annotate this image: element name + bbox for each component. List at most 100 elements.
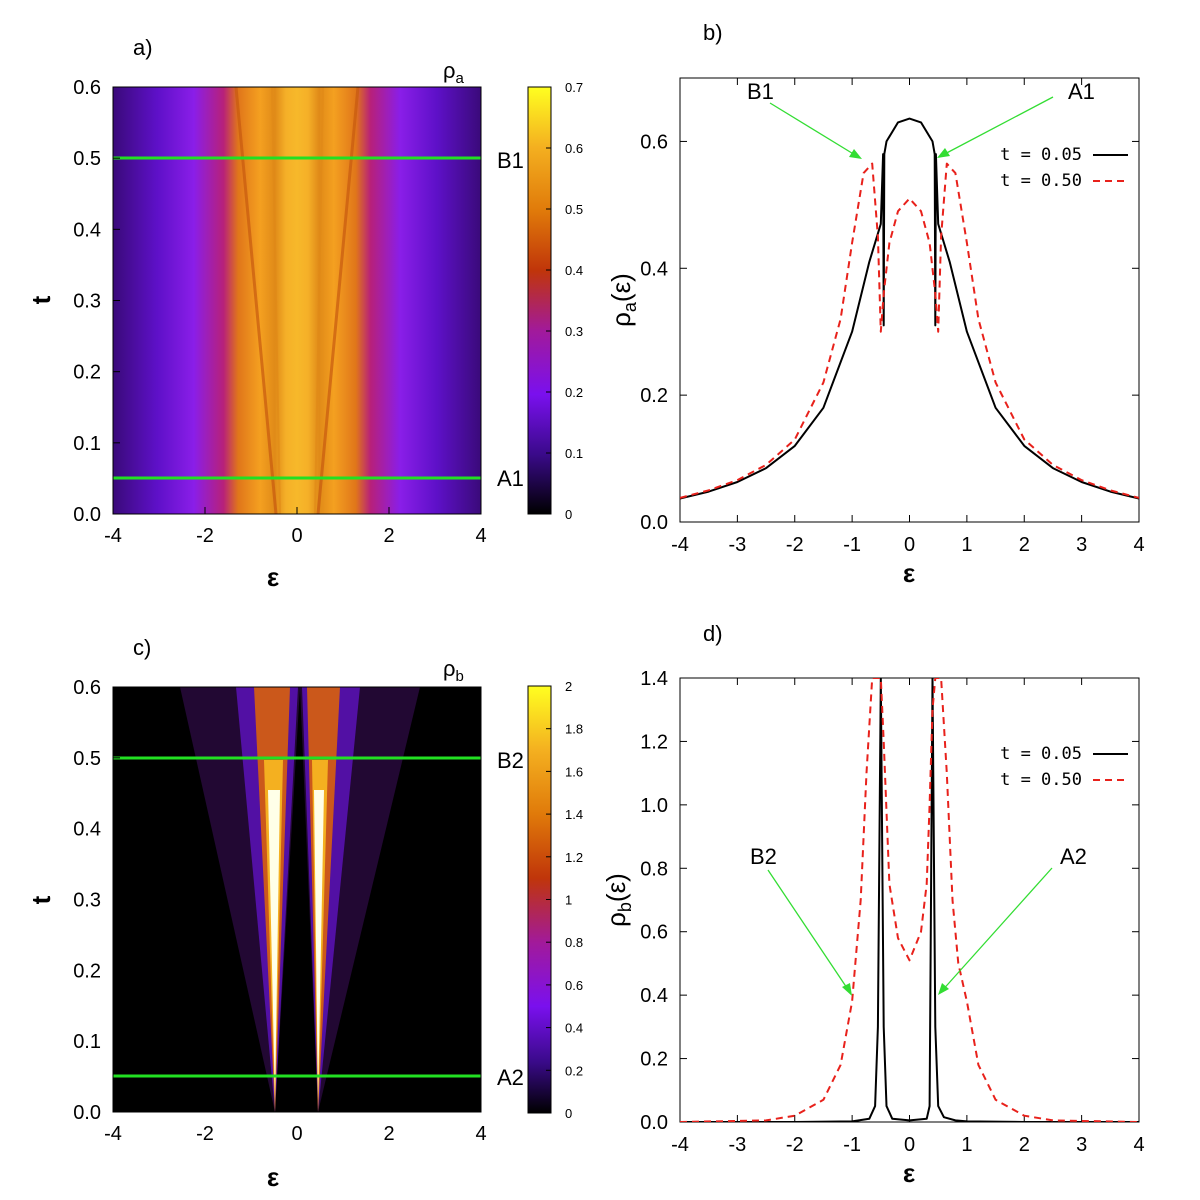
plot-d-ytick-label: 1.0 (640, 795, 668, 817)
heatmap-a-label-B1: B1 (497, 148, 524, 173)
heatmap-a-label-A1: A1 (497, 466, 524, 491)
heatmap-c-ytick-label: 0.1 (73, 1031, 101, 1053)
plot-d-ytick-label: 1.4 (640, 668, 668, 690)
heatmap-c-ylabel: t (26, 895, 56, 904)
plot-d-xtick-label: -2 (786, 1134, 804, 1156)
colorbar-c-tick-label: 1.8 (565, 722, 583, 737)
plot-d-xtick-label: -1 (843, 1134, 861, 1156)
plot-d-ytick-label: 0.0 (640, 1112, 668, 1134)
panel-d-label: d) (703, 621, 723, 646)
plot-b-arrow-A1 (938, 96, 1054, 158)
plot-b-ylabel: ρa(ε) (606, 273, 640, 327)
plot-b-xtick-label: -3 (728, 534, 746, 556)
colorbar-c-tick-label: 0.4 (565, 1021, 583, 1036)
heatmap-c-xtick-label: -4 (104, 1123, 122, 1145)
plot-b-annotation-B1: B1 (747, 79, 774, 104)
panel-c-label: c) (133, 635, 151, 660)
plot-d-ytick-label: 0.6 (640, 922, 668, 944)
heatmap-a (113, 87, 481, 514)
heatmap-a-xtick-label: -2 (196, 525, 214, 547)
panel-b: b) -4 -3 -2 -1 0 1 2 3 40.00.20.40.6 ε ρa(ε) B1 … (606, 20, 1145, 588)
plot-d-xtick-label: -3 (728, 1134, 746, 1156)
heatmap-a-ytick-label: 0.4 (73, 219, 101, 241)
plot-d-ytick-label: 0.4 (640, 985, 668, 1007)
heatmap-a-ytick-label: 0.1 (73, 433, 101, 455)
heatmap-c-xtick-label: 2 (383, 1123, 394, 1145)
colorbar-c-tick-label: 1.4 (565, 807, 583, 822)
colorbar-a-tick-label: 0.3 (565, 324, 583, 339)
colorbar-c-tick-label: 0.8 (565, 935, 583, 950)
plot-d-ytick-label: 0.2 (640, 1049, 668, 1071)
heatmap-c-band-right-core (314, 790, 324, 1100)
heatmap-a-xlabel: ε (267, 562, 279, 592)
heatmap-a-ytick-label: 0.3 (73, 291, 101, 313)
panel-c: c) -4 -2 0 2 4 0.0 0.1 0.2 0.3 0.4 0.5 0.6 ε t B2 A… (26, 635, 583, 1192)
heatmap-c (113, 687, 481, 1112)
plot-b-xtick-label: 1 (961, 534, 972, 556)
heatmap-c-axes: -4 -2 0 2 4 0.0 0.1 0.2 0.3 0.4 0.5 0.6 (73, 677, 486, 1145)
colorbar-c-tick-label: 1.2 (565, 850, 583, 865)
colorbar-a-tick-label: 0.7 (565, 80, 583, 95)
plot-b-legend-t050: t = 0.50 (1000, 171, 1082, 191)
colorbar-a-ticks: 0 0.1 0.2 0.3 0.4 0.5 0.6 0.7 (546, 80, 583, 522)
colorbar-a-tick-label: 0.4 (565, 263, 583, 278)
plot-d-arrowhead-A2 (938, 983, 949, 995)
colorbar-c-tick-label: 0.2 (565, 1063, 583, 1078)
heatmap-c-xtick-label: -2 (196, 1123, 214, 1145)
plot-d-frame (679, 677, 1140, 1123)
plot-b-series-t050 (680, 162, 1139, 499)
plot-d-annotation-B2: B2 (750, 844, 777, 869)
heatmap-c-ytick-label: 0.3 (73, 890, 101, 912)
plot-d-ytick-label: 0.8 (640, 858, 668, 880)
heatmap-a-ytick-label: 0.0 (73, 504, 101, 526)
plot-d-ytick-label: 1.2 (640, 731, 668, 753)
heatmap-a-xtick-label: 0 (291, 525, 302, 547)
heatmap-c-xlabel: ε (267, 1162, 279, 1192)
plot-d-xtick-label: 0 (904, 1134, 915, 1156)
colorbar-a-tick-label: 0.6 (565, 141, 583, 156)
colorbar-a-tick-label: 0.1 (565, 446, 583, 461)
plot-d-xlabel: ε (903, 1158, 915, 1188)
plot-b-ytick-label: 0.2 (640, 385, 668, 407)
heatmap-a-ytick-label: 0.5 (73, 148, 101, 170)
plot-b-xtick-label: 2 (1019, 534, 1030, 556)
plot-d-arrow-A2 (939, 867, 1053, 994)
plot-b-frame (679, 77, 1140, 523)
plot-b-legend-t005: t = 0.05 (1000, 145, 1082, 165)
colorbar-c-tick-label: 0.6 (565, 978, 583, 993)
plot-b-ytick-label: 0.6 (640, 131, 668, 153)
plot-d-xtick-label: 3 (1076, 1134, 1087, 1156)
plot-d-annotation-A2: A2 (1060, 844, 1087, 869)
heatmap-a-ytick-label: 0.2 (73, 362, 101, 384)
plot-d-axes: -4 -3 -2 -1 0 1 2 3 4 0.0 0.2 0.4 0.6 0.8 1.0 1.2 1.4 (640, 668, 1144, 1156)
heatmap-a-xtick-label: 4 (475, 525, 486, 547)
heatmap-c-field (113, 687, 481, 1112)
plot-d-legend-t050: t = 0.50 (1000, 770, 1082, 790)
colorbar-a-tick-label: 0.2 (565, 385, 583, 400)
plot-b-xtick-label: -2 (786, 534, 804, 556)
heatmap-c-label-B2: B2 (497, 748, 524, 773)
plot-b-xtick-label: 3 (1076, 534, 1087, 556)
heatmap-c-ytick-label: 0.0 (73, 1102, 101, 1124)
plot-b-arrowhead-B1 (849, 149, 862, 159)
plot-b-xtick-label: 0 (904, 534, 915, 556)
panel-a: a) -4 -2 0 2 4 0.0 0.1 0.2 0.3 0.4 0.5 0.6 ε t B1 A… (26, 35, 583, 592)
plot-b-series-t005 (680, 117, 1139, 500)
colorbar-a (527, 86, 552, 515)
plot-b-arrow-B1 (769, 102, 861, 159)
plot-d-xtick-label: -4 (671, 1134, 689, 1156)
heatmap-a-axes: -4 -2 0 2 4 0.0 0.1 0.2 0.3 0.4 0.5 0.6 (73, 77, 486, 547)
heatmap-c-xtick-label: 0 (291, 1123, 302, 1145)
colorbar-a-tick-label: 0.5 (565, 202, 583, 217)
plot-b-xtick-label: -1 (843, 534, 861, 556)
heatmap-c-ytick-label: 0.2 (73, 960, 101, 982)
panel-d: d) -4 -3 -2 -1 0 1 2 3 4 0.0 0.2 0.4 0.6 0.8 1.0 1.2 1.4… (601, 621, 1145, 1188)
plot-b-series (680, 117, 1139, 500)
plot-b-arrowhead-A1 (937, 148, 950, 158)
heatmap-c-ytick-label: 0.6 (73, 677, 101, 699)
plot-d-xtick-label: 1 (961, 1134, 972, 1156)
colorbar-c-tick-label: 1.6 (565, 764, 583, 779)
plot-d-xtick-label: 4 (1133, 1134, 1144, 1156)
colorbar-c-title: ρb (443, 656, 464, 685)
